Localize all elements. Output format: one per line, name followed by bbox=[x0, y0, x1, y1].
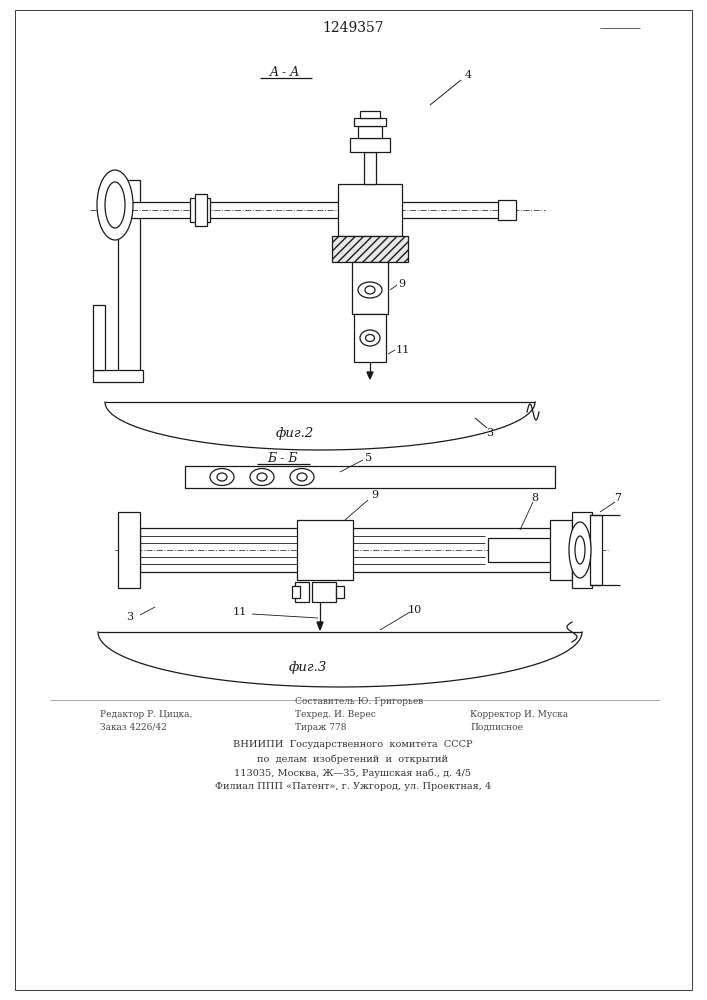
Ellipse shape bbox=[366, 334, 375, 342]
Bar bbox=[350, 138, 390, 152]
Ellipse shape bbox=[575, 536, 585, 564]
Bar bbox=[297, 520, 353, 580]
Text: Техред. И. Верес: Техред. И. Верес bbox=[295, 710, 376, 719]
Text: 9: 9 bbox=[371, 490, 378, 500]
Text: 11: 11 bbox=[233, 607, 247, 617]
Text: 4: 4 bbox=[464, 70, 472, 80]
Bar bbox=[118, 180, 140, 380]
Bar bbox=[93, 305, 105, 370]
Bar bbox=[550, 520, 572, 580]
Ellipse shape bbox=[569, 522, 591, 578]
Text: A - A: A - A bbox=[270, 66, 300, 79]
Text: фиг.2: фиг.2 bbox=[276, 426, 314, 440]
Text: Б - Б: Б - Б bbox=[267, 452, 297, 464]
Ellipse shape bbox=[297, 473, 307, 481]
Bar bbox=[312, 582, 336, 602]
Bar bbox=[352, 262, 388, 314]
Bar bbox=[488, 538, 553, 562]
Bar bbox=[364, 152, 376, 184]
Text: 11: 11 bbox=[396, 345, 410, 355]
Bar bbox=[354, 118, 386, 126]
Text: фиг.3: фиг.3 bbox=[289, 660, 327, 674]
Ellipse shape bbox=[250, 468, 274, 486]
Bar bbox=[590, 515, 602, 585]
Bar bbox=[127, 202, 502, 218]
Bar bbox=[360, 111, 380, 118]
Text: Заказ 4226/42: Заказ 4226/42 bbox=[100, 723, 167, 732]
Bar bbox=[358, 126, 382, 138]
Text: 3: 3 bbox=[486, 428, 493, 438]
Ellipse shape bbox=[365, 286, 375, 294]
Ellipse shape bbox=[290, 468, 314, 486]
Ellipse shape bbox=[210, 468, 234, 486]
Text: 9: 9 bbox=[398, 279, 405, 289]
Bar bbox=[105, 183, 127, 225]
Bar bbox=[185, 466, 555, 488]
Text: Филиал ППП «Патент», г. Ужгород, ул. Проектная, 4: Филиал ППП «Патент», г. Ужгород, ул. Про… bbox=[215, 782, 491, 791]
Bar bbox=[332, 236, 408, 262]
Bar bbox=[498, 200, 516, 220]
Bar bbox=[118, 512, 140, 588]
Text: 1249357: 1249357 bbox=[322, 21, 384, 35]
Bar bbox=[354, 314, 386, 362]
Text: Составитель Ю. Григорьев: Составитель Ю. Григорьев bbox=[295, 697, 423, 706]
Ellipse shape bbox=[217, 473, 227, 481]
Text: Редактор Р. Цицка.: Редактор Р. Цицка. bbox=[100, 710, 192, 719]
Bar bbox=[295, 582, 309, 602]
Bar bbox=[93, 370, 143, 382]
Bar bbox=[572, 512, 592, 588]
Polygon shape bbox=[317, 622, 323, 630]
Text: Подписное: Подписное bbox=[470, 723, 523, 732]
Bar bbox=[338, 184, 402, 236]
Text: 113035, Москва, Ж—35, Раушская наб., д. 4/5: 113035, Москва, Ж—35, Раушская наб., д. … bbox=[235, 768, 472, 778]
Ellipse shape bbox=[105, 182, 125, 228]
Polygon shape bbox=[367, 372, 373, 379]
Text: Корректор И. Муска: Корректор И. Муска bbox=[470, 710, 568, 719]
Bar bbox=[292, 586, 300, 598]
Text: ВНИИПИ  Государственного  комитета  СССР: ВНИИПИ Государственного комитета СССР bbox=[233, 740, 473, 749]
Ellipse shape bbox=[360, 330, 380, 346]
Text: 10: 10 bbox=[408, 605, 422, 615]
Bar bbox=[190, 198, 210, 222]
Text: 3: 3 bbox=[127, 612, 134, 622]
Bar bbox=[336, 586, 344, 598]
Text: по  делам  изобретений  и  открытий: по делам изобретений и открытий bbox=[257, 754, 448, 764]
Bar bbox=[195, 194, 207, 226]
Text: 8: 8 bbox=[532, 493, 539, 503]
Text: 7: 7 bbox=[614, 493, 621, 503]
Bar bbox=[140, 528, 578, 572]
Text: 5: 5 bbox=[365, 453, 372, 463]
Ellipse shape bbox=[358, 282, 382, 298]
Ellipse shape bbox=[97, 170, 133, 240]
Text: Тираж 778: Тираж 778 bbox=[295, 723, 346, 732]
Ellipse shape bbox=[257, 473, 267, 481]
